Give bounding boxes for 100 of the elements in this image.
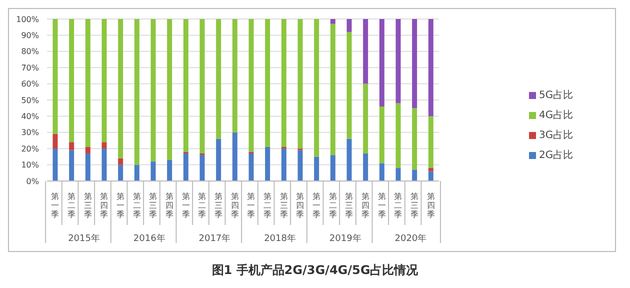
bar xyxy=(102,148,107,181)
bar xyxy=(69,19,74,142)
y-tick-label: 90% xyxy=(21,31,40,40)
bar xyxy=(52,134,58,149)
bar xyxy=(102,19,107,142)
bar xyxy=(118,164,124,181)
y-tick-label: 80% xyxy=(21,47,40,56)
x-tick-label: 第一季 xyxy=(51,192,60,219)
bar xyxy=(396,103,401,168)
bar xyxy=(167,19,172,160)
x-tick-label: 第一季 xyxy=(182,192,190,219)
bar xyxy=(52,148,58,181)
y-tick-label: 60% xyxy=(21,80,40,89)
bar xyxy=(428,19,434,116)
x-tick-label: 第二季 xyxy=(394,192,402,219)
bar xyxy=(183,19,188,152)
bar xyxy=(298,19,303,149)
x-tick-label: 第四季 xyxy=(166,192,174,219)
bar xyxy=(412,108,418,170)
bar xyxy=(330,155,336,181)
bar xyxy=(85,19,90,147)
bar xyxy=(85,146,90,154)
bar xyxy=(248,19,254,152)
legend-label: 3G占比 xyxy=(539,128,574,142)
text: 2019年 xyxy=(329,233,362,244)
text: 2016年 xyxy=(133,233,166,244)
x-tick-label: 第三季 xyxy=(214,192,222,219)
bar xyxy=(412,19,418,108)
bar xyxy=(69,150,74,181)
bar xyxy=(118,19,124,158)
x-tick-label: 第四季 xyxy=(362,192,370,219)
bar xyxy=(216,19,222,139)
y-tick-label: 0% xyxy=(26,176,40,186)
bar xyxy=(428,168,434,172)
x-tick-label: 第二季 xyxy=(264,192,272,219)
x-tick-label: 第一季 xyxy=(116,192,124,219)
bar xyxy=(183,153,188,181)
bar xyxy=(265,146,270,181)
bar xyxy=(265,19,270,147)
text: 2017年 xyxy=(198,233,231,244)
x-tick-label: 第一季 xyxy=(312,192,320,219)
bar xyxy=(85,153,90,181)
bar xyxy=(134,19,140,165)
y-tick-label: 100% xyxy=(16,14,40,24)
text: 2015年 xyxy=(68,233,100,244)
bar xyxy=(200,155,205,181)
y-tick-label: 10% xyxy=(21,160,40,170)
bar xyxy=(428,116,434,168)
bar xyxy=(118,158,124,165)
x-tick-label: 第四季 xyxy=(100,192,108,219)
bar xyxy=(150,162,156,181)
bar xyxy=(102,142,107,149)
bar xyxy=(346,19,352,32)
bar xyxy=(330,19,336,24)
bar xyxy=(379,163,384,181)
x-tick-label: 第二季 xyxy=(68,192,76,219)
bar xyxy=(150,19,156,162)
bar xyxy=(330,24,336,156)
x-tick-label: 第二季 xyxy=(328,192,337,219)
text: 图1 手机产品2G/3G/4G/5G占比情况 xyxy=(210,262,420,279)
text: 2020年 xyxy=(394,233,427,244)
bar xyxy=(346,32,352,139)
bar xyxy=(363,84,368,154)
bar xyxy=(396,168,401,181)
bar xyxy=(200,19,205,154)
x-tick-label: 第二季 xyxy=(198,192,206,219)
y-tick-label: 40% xyxy=(21,112,40,122)
bar xyxy=(248,153,254,181)
x-tick-label: 第四季 xyxy=(230,192,239,219)
bar xyxy=(412,170,418,181)
legend-label: 4G占比 xyxy=(539,108,574,122)
bar xyxy=(396,19,401,104)
bar xyxy=(298,150,303,181)
bar xyxy=(363,19,368,84)
x-tick-label: 第三季 xyxy=(345,192,354,219)
y-tick-label: 30% xyxy=(21,128,40,138)
bar xyxy=(379,19,384,106)
x-tick-label: 第三季 xyxy=(280,192,288,219)
text: 2018年 xyxy=(264,233,296,244)
bar xyxy=(167,160,172,181)
bar xyxy=(363,153,368,181)
y-tick-label: 70% xyxy=(21,63,40,72)
y-tick-label: 50% xyxy=(21,96,40,105)
bar xyxy=(281,19,286,147)
x-tick-label: 第一季 xyxy=(378,192,386,219)
bar xyxy=(232,132,238,181)
bar xyxy=(314,156,320,181)
x-tick-label: 第三季 xyxy=(149,192,158,219)
x-tick-label: 第四季 xyxy=(296,192,304,219)
bar xyxy=(232,19,238,132)
bar xyxy=(134,164,140,181)
bar xyxy=(379,106,384,164)
bar xyxy=(346,138,352,181)
legend-label: 2G占比 xyxy=(539,148,574,162)
x-tick-label: 第二季 xyxy=(132,192,141,219)
bar xyxy=(428,171,434,181)
y-tick-label: 20% xyxy=(21,144,40,154)
x-tick-label: 第一季 xyxy=(247,192,256,219)
bar xyxy=(216,138,222,181)
bar xyxy=(281,148,286,181)
